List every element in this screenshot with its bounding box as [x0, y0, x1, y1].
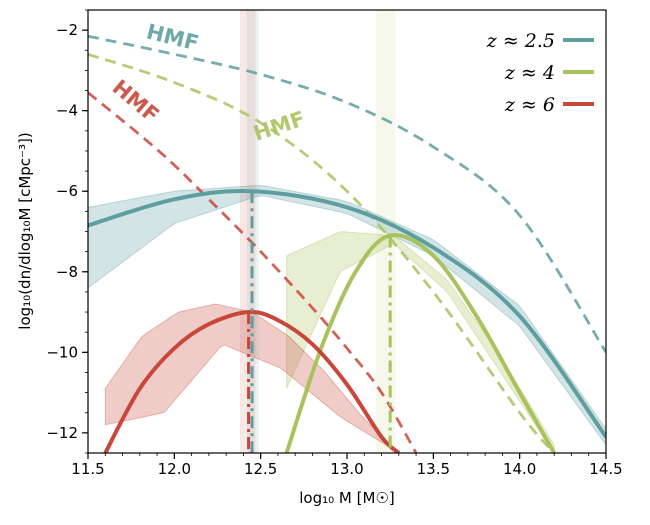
legend: z ≈ 2.5 z ≈ 4 z ≈ 6 [486, 30, 594, 116]
x-tick-label: 12.0 [158, 460, 191, 478]
x-tick-label: 13.0 [330, 460, 363, 478]
y-tick-label: −2 [56, 21, 78, 39]
series-2-hmf-line [88, 91, 418, 453]
y-tick-label: −8 [56, 263, 78, 281]
hmf-curves [88, 34, 606, 453]
x-tick-label: 12.5 [244, 460, 277, 478]
series-0-hmf-line [88, 34, 606, 354]
x-tick-label: 14.5 [589, 460, 622, 478]
peak-mass-markers [247, 191, 392, 453]
x-tick-label: 13.5 [417, 460, 450, 478]
uncertainty-bands [88, 185, 606, 453]
legend-label: z ≈ 4 [504, 62, 555, 84]
y-tick-label: −6 [56, 182, 78, 200]
y-tick-label: −10 [46, 343, 78, 361]
series-0-model-line [88, 188, 606, 439]
legend-label: z ≈ 2.5 [486, 30, 555, 52]
x-tick-label: 11.5 [71, 460, 104, 478]
hmf-labels: HMF HMF HMF [108, 19, 308, 145]
series-1-hmf-line [88, 52, 556, 453]
y-axis-label: log₁₀(dn/dlog₁₀M [cMpc⁻³]) [16, 132, 34, 329]
series-1-hmf-label: HMF [250, 107, 308, 146]
x-tick-label: 14.0 [503, 460, 536, 478]
series-0-hmf-label: HMF [144, 19, 201, 55]
series-2-hmf-label: HMF [108, 75, 164, 127]
model-curves [88, 188, 606, 453]
series-1-model-line [284, 233, 556, 453]
y-axis-ticks: −12 −10 −8 −6 −4 −2 [46, 9, 88, 454]
series-1-uncertainty-band [286, 231, 555, 453]
legend-label: z ≈ 6 [504, 94, 555, 116]
series-0-uncertainty-band [88, 185, 606, 446]
series-2-model-line [103, 309, 401, 453]
x-axis-ticks: 11.5 12.0 12.5 13.0 13.5 14.0 14.5 [71, 453, 623, 478]
y-tick-label: −12 [46, 424, 78, 442]
y-tick-label: −4 [56, 102, 78, 120]
x-axis-label: log₁₀ M [M☉] [299, 489, 394, 507]
